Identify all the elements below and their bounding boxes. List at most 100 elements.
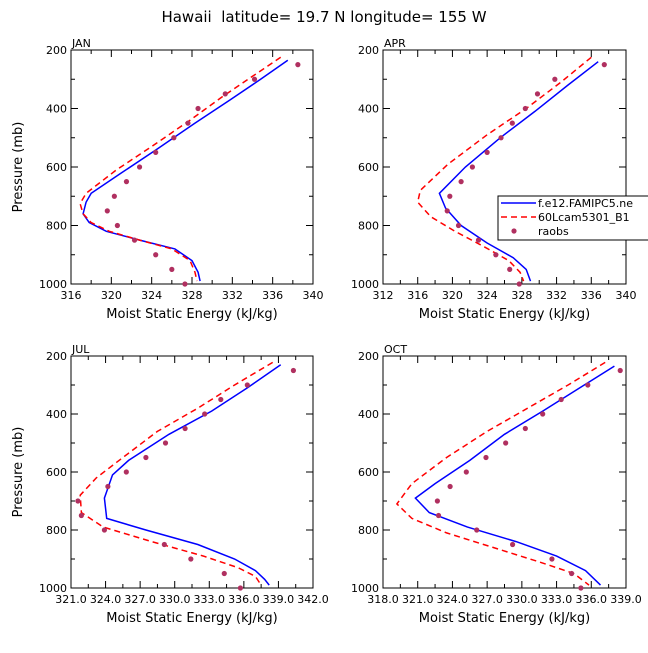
data-point xyxy=(483,454,489,461)
y-axis-label: Pressure (mb) xyxy=(11,122,26,213)
x-tick-label: 321.0 xyxy=(402,593,434,606)
y-tick-label: 1000 xyxy=(351,278,379,291)
data-point xyxy=(185,120,191,126)
data-point xyxy=(484,149,490,155)
x-tick-label: 342.0 xyxy=(297,593,329,606)
data-point xyxy=(123,179,130,185)
data-point xyxy=(104,208,110,214)
series-raobs xyxy=(75,367,297,591)
y-axis-label: Pressure (mb) xyxy=(11,427,26,518)
figure-title: Hawaii latitude= 19.7 N longitude= 155 W xyxy=(161,8,486,26)
data-point xyxy=(463,469,469,475)
legend-entry: f.e12.FAMIPC5.ne xyxy=(501,197,633,210)
x-tick-label: 321.0 xyxy=(55,593,87,606)
y-tick-label: 600 xyxy=(358,466,379,479)
data-point xyxy=(111,193,117,199)
x-axis-label: Moist Static Energy (kJ/kg) xyxy=(106,307,277,322)
x-tick-label: 333.0 xyxy=(194,593,226,606)
data-point xyxy=(75,498,81,504)
data-point xyxy=(549,556,555,562)
data-point xyxy=(123,469,129,475)
data-point xyxy=(161,541,167,548)
data-point xyxy=(188,556,194,562)
legend-label: 60Lcam5301_B1 xyxy=(538,211,630,224)
x-tick-label: 320 xyxy=(442,289,463,302)
data-point xyxy=(182,281,188,287)
x-tick-label: 324.0 xyxy=(90,593,122,606)
data-point xyxy=(222,91,228,97)
data-point xyxy=(455,222,462,229)
data-point xyxy=(295,62,301,68)
y-tick-label: 800 xyxy=(46,220,67,233)
x-tick-label: 312 xyxy=(373,289,394,302)
data-point xyxy=(162,440,169,446)
series-line-60lcam5301-b1 xyxy=(395,361,606,586)
y-tick-label: 200 xyxy=(46,350,67,363)
x-tick-label: 340 xyxy=(616,289,637,302)
data-point xyxy=(153,252,159,258)
y-tick-label: 600 xyxy=(46,466,67,479)
series-line-f-e12-famipc5-ne xyxy=(82,59,289,282)
data-point xyxy=(552,76,558,82)
x-tick-label: 328 xyxy=(511,289,532,302)
x-tick-label: 339.0 xyxy=(263,593,295,606)
data-point xyxy=(237,585,243,591)
data-point xyxy=(507,266,513,272)
data-point xyxy=(171,135,177,141)
data-point xyxy=(78,512,84,519)
data-point xyxy=(131,237,138,243)
data-point xyxy=(522,425,528,432)
series-raobs xyxy=(444,62,607,287)
x-axis-label: Moist Static Energy (kJ/kg) xyxy=(419,307,590,322)
x-tick-label: 327.0 xyxy=(124,593,156,606)
data-point xyxy=(101,527,108,533)
x-tick-label: 336 xyxy=(581,289,602,302)
x-tick-label: 316 xyxy=(61,289,82,302)
data-point xyxy=(534,91,541,97)
x-axis-label: Moist Static Energy (kJ/kg) xyxy=(419,611,590,626)
data-point xyxy=(105,483,111,490)
data-point xyxy=(469,164,475,170)
data-point xyxy=(244,382,250,388)
panel-jul: JUL 321.0 324.0 327.0 330.0 333.0 336.0 339.0 34… xyxy=(11,343,329,626)
data-point xyxy=(202,411,208,417)
data-point xyxy=(153,149,159,155)
data-point xyxy=(143,454,149,461)
y-tick-label: 1000 xyxy=(39,278,67,291)
series-line-60lcam5301-b1 xyxy=(79,56,282,282)
y-tick-label: 400 xyxy=(358,103,379,116)
data-point xyxy=(474,527,480,533)
panel-label: JUL xyxy=(71,343,90,356)
data-point xyxy=(221,570,227,577)
y-tick-label: 600 xyxy=(46,161,67,174)
x-tick-label: 330.0 xyxy=(506,593,538,606)
data-point xyxy=(290,367,297,374)
x-tick-label: 324 xyxy=(141,289,162,302)
data-point xyxy=(522,105,528,112)
data-point xyxy=(503,440,509,446)
data-point xyxy=(434,498,440,504)
y-tick-label: 1000 xyxy=(351,582,379,595)
x-tick-label: 336.0 xyxy=(228,593,260,606)
data-point xyxy=(251,76,258,82)
y-tick-label: 600 xyxy=(358,161,379,174)
y-tick-label: 200 xyxy=(358,350,379,363)
y-tick-label: 400 xyxy=(46,408,67,421)
data-point xyxy=(182,425,188,432)
x-tick-label: 336.0 xyxy=(576,593,608,606)
data-point xyxy=(447,483,453,490)
x-tick-label: 333.0 xyxy=(541,593,573,606)
y-tick-label: 400 xyxy=(358,408,379,421)
x-tick-label: 324 xyxy=(477,289,498,302)
data-point xyxy=(218,396,224,403)
panel-jan: JAN 316 320 324 328 332 336 340 200 400 600 800 1000… xyxy=(11,37,324,322)
x-tick-label: 330.0 xyxy=(159,593,191,606)
x-tick-label: 320 xyxy=(101,289,122,302)
legend-label: f.e12.FAMIPC5.ne xyxy=(538,197,633,210)
legend-entry: raobs xyxy=(511,225,569,238)
y-tick-label: 800 xyxy=(358,220,379,233)
data-point xyxy=(136,164,143,170)
x-tick-label: 339.0 xyxy=(610,593,642,606)
